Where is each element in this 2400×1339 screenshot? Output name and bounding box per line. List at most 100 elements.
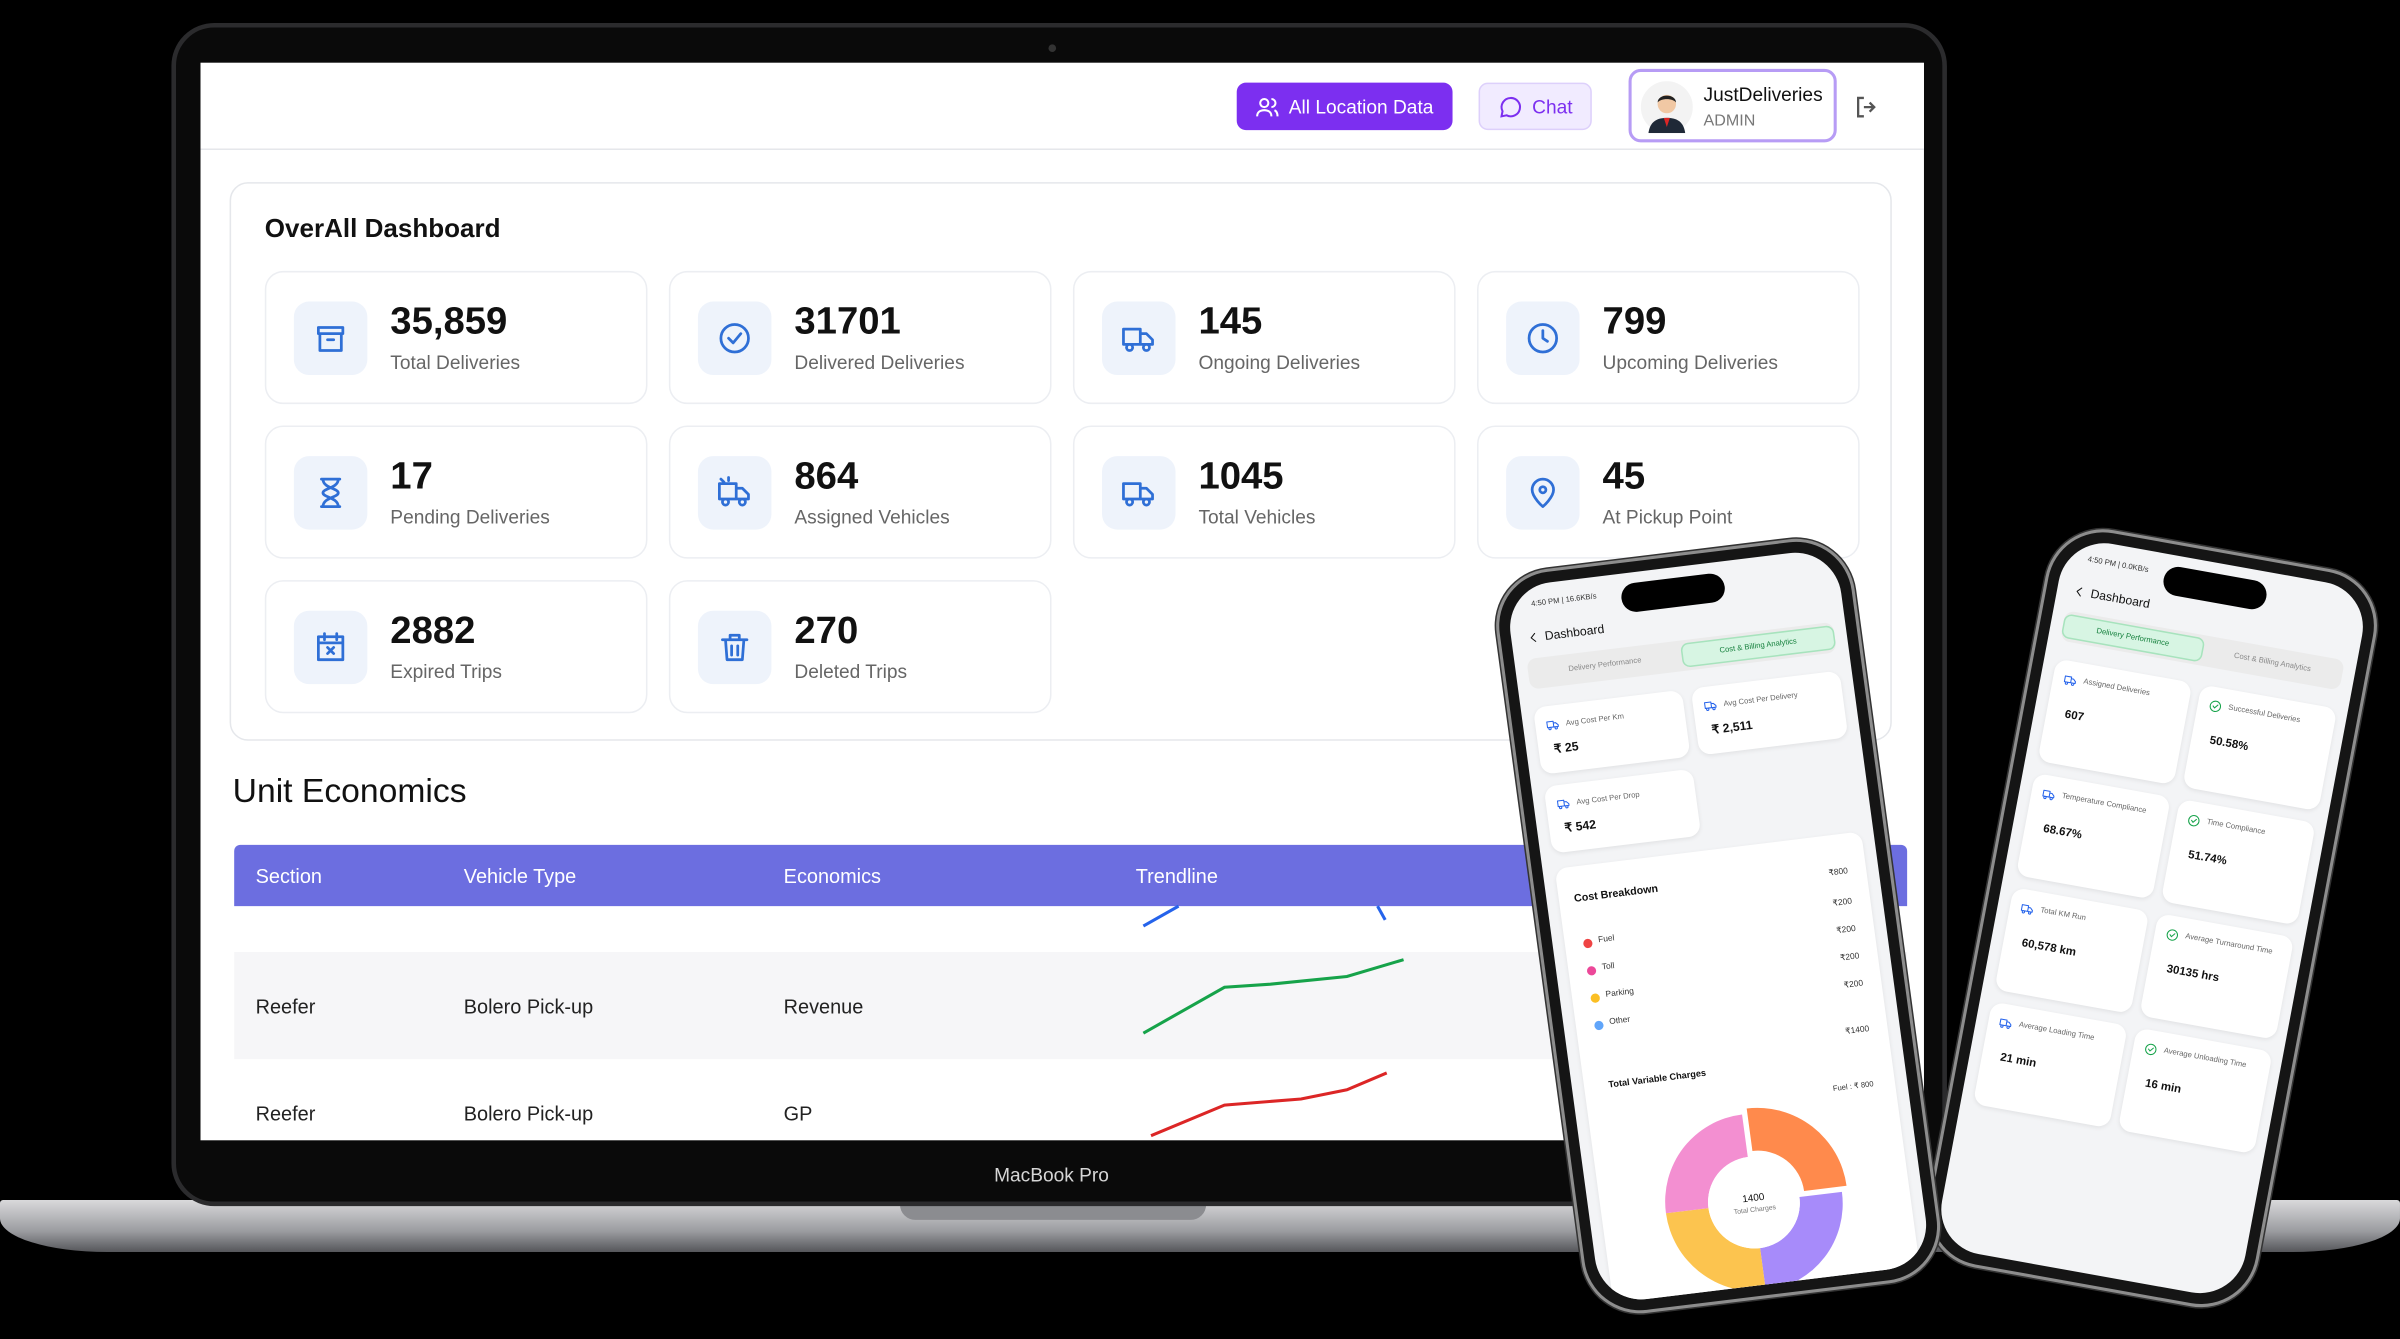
camera <box>1048 44 1057 53</box>
legend-dot <box>1593 1020 1605 1031</box>
back-nav[interactable]: Dashboard <box>1526 622 1605 645</box>
tab[interactable]: Cost & Billing Analytics <box>1679 624 1837 668</box>
icon <box>2020 904 2033 915</box>
metric-card: Temperature Compliance 68.67% <box>2015 772 2171 900</box>
panel-title: Cost Breakdown <box>1573 884 1659 905</box>
stat-label: Total Deliveries <box>390 352 521 374</box>
donut-segment <box>1665 1208 1766 1292</box>
logout-icon[interactable] <box>1854 93 1882 121</box>
device-label: MacBook Pro <box>994 1164 1109 1187</box>
icon-path <box>2188 815 2200 827</box>
metric-value: 607 <box>2063 706 2086 724</box>
icon <box>2188 815 2200 827</box>
metric-card: Total KM Run 60,578 km <box>1994 887 2150 1014</box>
stat-tile: 864 Assigned Vehicles <box>668 425 1052 559</box>
cost-panel: Cost Breakdown ₹800 Fuel ₹200 Toll ₹200 Parkin… <box>1554 831 1923 1305</box>
metric-card: Time Compliance 51.74% <box>2160 798 2316 926</box>
stat-icon <box>1506 301 1580 375</box>
tab[interactable]: Delivery Performance <box>2060 613 2205 663</box>
metric-label: Avg Cost Per Delivery <box>1723 691 1799 710</box>
icon-path <box>721 633 749 662</box>
column-header: Vehicle Type <box>463 864 577 888</box>
all-location-button[interactable]: All Location Data <box>1236 82 1452 131</box>
user-name: JustDeliveries <box>1703 84 1823 106</box>
variable-title: Total Variable Charges <box>1608 1069 1707 1091</box>
trendlines <box>1142 904 1404 1138</box>
metric-value: 50.58% <box>2208 732 2250 754</box>
metric-card: Average Unloading Time 16 min <box>2117 1027 2273 1155</box>
icon <box>2145 1043 2157 1056</box>
icon-path <box>316 632 345 662</box>
metric-label: Total KM Run <box>2039 906 2087 924</box>
stat-icon <box>1102 301 1176 375</box>
tab[interactable]: Cost & Billing Analytics <box>2233 651 2312 675</box>
stat-label: Assigned Vehicles <box>794 506 950 529</box>
icon <box>2166 929 2178 941</box>
metric-value: 68.67% <box>2042 821 2084 842</box>
section-title: Unit Economics <box>232 771 467 810</box>
tab[interactable]: Delivery Performance <box>1567 656 1643 675</box>
icon-path <box>2020 904 2033 915</box>
stat-label: Upcoming Deliveries <box>1602 352 1778 374</box>
metric-value: 16 min <box>2144 1075 2183 1096</box>
icon <box>1556 799 1570 810</box>
icon-path <box>1704 701 1717 711</box>
icon-path <box>2063 675 2076 686</box>
icon-path <box>2166 929 2178 941</box>
metric-card: Average Loading Time 21 min <box>1972 1001 2128 1129</box>
trendline <box>1142 958 1404 1035</box>
metric-label: Assigned Deliveries <box>2082 677 2151 699</box>
icon <box>2042 789 2055 801</box>
stat-tile: 1045 Total Vehicles <box>1072 425 1456 559</box>
stat-label: Expired Trips <box>390 661 502 683</box>
screen-title: Dashboard <box>2089 586 2152 612</box>
table-cell: Revenue <box>783 994 864 1018</box>
back-nav[interactable]: Dashboard <box>2071 584 2151 611</box>
donut-segment <box>1760 1191 1843 1291</box>
metric-label: Successful Deliveries <box>2227 703 2301 726</box>
icon <box>2076 587 2083 597</box>
dynamic-island <box>2160 564 2269 612</box>
icon <box>1122 482 1154 507</box>
donut-hole <box>1708 1156 1800 1249</box>
phone-delivery: 4:50 PM | 0.0KB/s Dashboard Delivery Perfo… <box>1921 523 2384 1313</box>
stat-icon <box>697 301 772 375</box>
icon-path <box>1530 632 1537 642</box>
stat-icon <box>697 610 772 685</box>
chat-icon <box>1500 96 1522 117</box>
stat-tile: 45 At Pickup Point <box>1477 425 1860 559</box>
stat-icon <box>1102 456 1176 530</box>
metric-value: 30135 hrs <box>2165 961 2221 985</box>
variable-amount: ₹1400 <box>1844 1024 1870 1037</box>
icon-path <box>1122 327 1154 352</box>
metric-value: ₹ 542 <box>1563 817 1597 836</box>
icon <box>1704 701 1717 711</box>
legend-dot <box>1590 993 1601 1004</box>
stat-label: Deleted Trips <box>794 661 908 683</box>
chat-button[interactable]: Chat <box>1478 82 1593 131</box>
icon-path <box>1556 799 1570 810</box>
donut-chart <box>1665 1107 1847 1292</box>
icon <box>1546 720 1559 731</box>
icon <box>1527 323 1558 354</box>
icon-path <box>316 326 345 352</box>
user-box[interactable]: JustDeliveries ADMIN <box>1628 68 1837 143</box>
stat-icon <box>293 610 368 685</box>
table-cell: Reefer <box>255 1102 316 1125</box>
icon-path <box>320 477 342 509</box>
panel-total: ₹800 <box>1828 867 1849 879</box>
icon <box>316 632 345 662</box>
item-name: Toll <box>1601 961 1616 973</box>
item-amount: ₹200 <box>1832 897 1853 909</box>
icon <box>1530 477 1555 509</box>
metric-card: Assigned Deliveries 607 <box>2037 658 2193 786</box>
item-amount: ₹200 <box>1843 979 1864 991</box>
trendline <box>1142 904 1180 928</box>
metric-card: Avg Cost Per Drop ₹ 542 <box>1543 768 1702 854</box>
item-name: Fuel <box>1597 934 1616 946</box>
dynamic-island <box>1619 572 1727 614</box>
icon <box>2063 675 2076 686</box>
stat-value: 270 <box>794 609 859 653</box>
table-cell: Bolero Pick-up <box>463 1102 594 1125</box>
icon <box>1530 632 1537 642</box>
